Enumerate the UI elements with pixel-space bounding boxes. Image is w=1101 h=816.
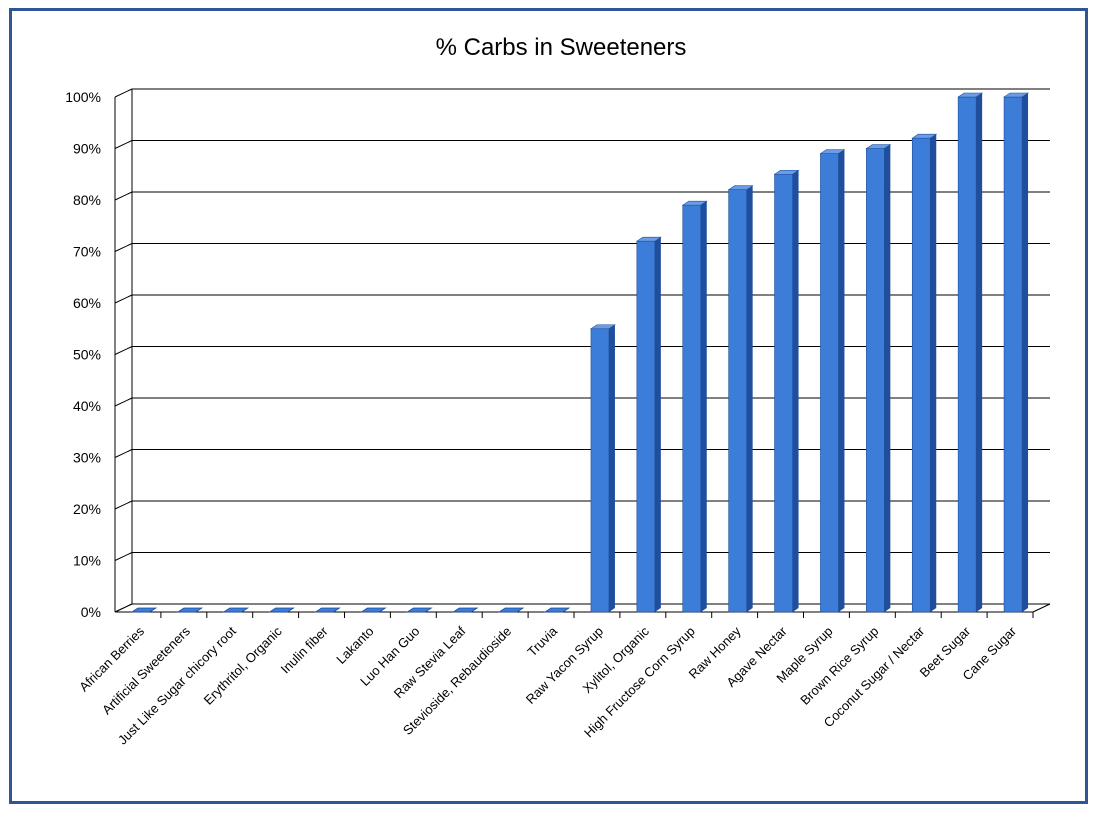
y-tick-label: 100% — [65, 89, 101, 105]
x-tick-label: Artificial Sweeteners — [99, 623, 193, 717]
y-tick-label: 30% — [73, 450, 101, 466]
bar — [681, 200, 708, 613]
bar — [268, 607, 295, 613]
y-tick-label: 90% — [73, 141, 101, 157]
bar — [727, 185, 754, 613]
bar — [451, 607, 479, 613]
y-axis-ticks: 0% 10% 20% 30% 40% 50% 60% 70% 80% 90% 100% — [65, 89, 101, 620]
y-tick-label: 20% — [73, 501, 101, 517]
y-tick-label: 50% — [73, 347, 101, 363]
x-tick-label: Brown Rice Syrup — [797, 624, 881, 708]
bar — [360, 607, 387, 613]
bar — [176, 607, 204, 613]
y-tick-label: 40% — [73, 398, 101, 414]
y-tick-label: 60% — [73, 295, 101, 311]
y-tick-label: 70% — [73, 244, 101, 260]
bar — [130, 607, 158, 613]
y-tick-label: 10% — [73, 553, 101, 569]
chart-title: % Carbs in Sweeteners — [436, 34, 687, 61]
bar — [589, 324, 616, 613]
x-tick-label: Raw Yacon Syrup — [523, 624, 606, 707]
bar — [773, 169, 800, 613]
bar — [1003, 92, 1030, 613]
y-tick-label: 80% — [73, 192, 101, 208]
bar — [497, 607, 525, 613]
x-tick-label: Lakanto — [333, 624, 376, 667]
bar — [314, 607, 341, 613]
bar — [819, 149, 846, 613]
bar — [406, 607, 433, 613]
bar — [957, 92, 984, 613]
y-tick-label: 0% — [81, 604, 101, 620]
bar — [222, 607, 250, 613]
x-tick-label: Erythritol, Organic — [201, 623, 286, 708]
x-tick-label: Truvia — [524, 623, 560, 659]
bar — [543, 607, 571, 613]
bar — [911, 133, 938, 613]
x-tick-label: Inulin fiber — [278, 623, 331, 676]
bar — [635, 236, 662, 613]
bars — [130, 92, 1030, 613]
gridlines — [114, 88, 1051, 618]
bar — [865, 144, 892, 613]
